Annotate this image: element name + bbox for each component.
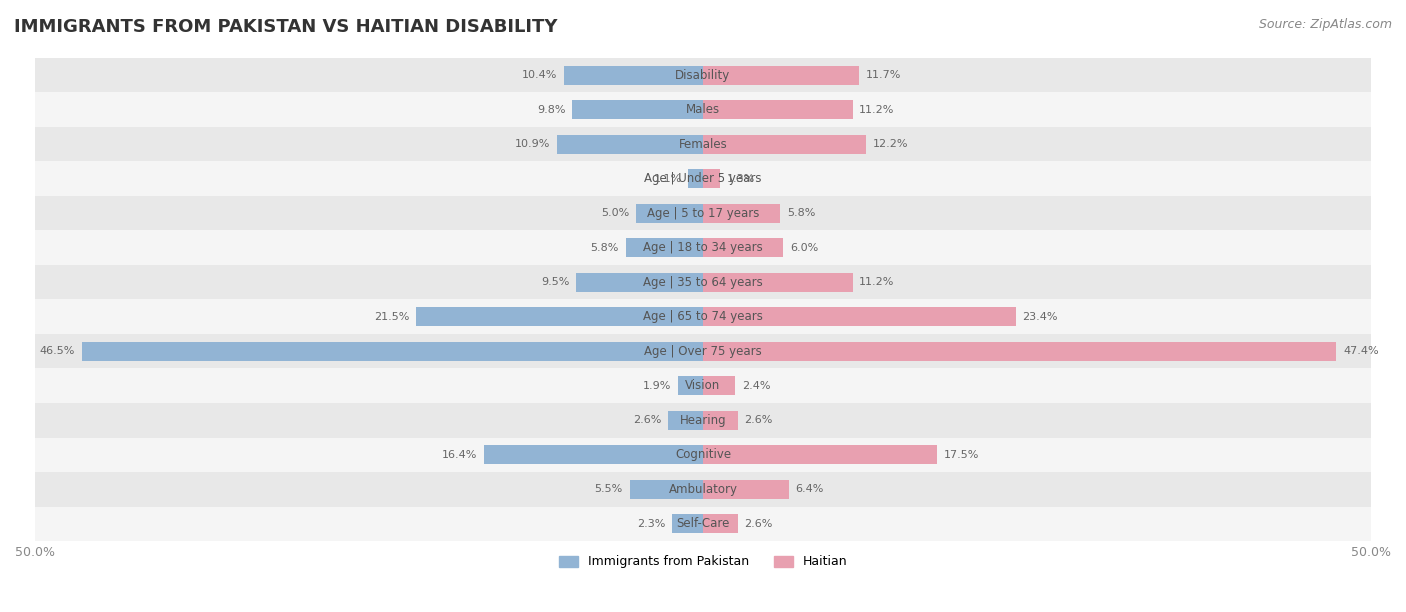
Bar: [703, 480, 789, 499]
Text: 5.8%: 5.8%: [787, 208, 815, 218]
Text: 5.5%: 5.5%: [595, 484, 623, 494]
Text: Self-Care: Self-Care: [676, 517, 730, 531]
Text: Age | Over 75 years: Age | Over 75 years: [644, 345, 762, 358]
Bar: [572, 100, 703, 119]
Bar: [35, 507, 1371, 541]
Bar: [689, 169, 703, 188]
Bar: [703, 273, 852, 292]
Text: 23.4%: 23.4%: [1022, 312, 1057, 322]
Bar: [35, 438, 1371, 472]
Text: 9.8%: 9.8%: [537, 105, 565, 114]
Text: Hearing: Hearing: [679, 414, 727, 427]
Bar: [630, 480, 703, 499]
Bar: [35, 403, 1371, 438]
Text: 10.9%: 10.9%: [516, 139, 551, 149]
Bar: [703, 204, 780, 223]
Text: 5.8%: 5.8%: [591, 243, 619, 253]
Text: Age | 5 to 17 years: Age | 5 to 17 years: [647, 207, 759, 220]
Text: 9.5%: 9.5%: [541, 277, 569, 287]
Text: Females: Females: [679, 138, 727, 151]
Text: 2.4%: 2.4%: [742, 381, 770, 390]
Bar: [703, 100, 852, 119]
Text: 11.2%: 11.2%: [859, 105, 894, 114]
Text: 2.3%: 2.3%: [637, 519, 665, 529]
Text: 6.4%: 6.4%: [796, 484, 824, 494]
Bar: [636, 204, 703, 223]
Text: Age | 18 to 34 years: Age | 18 to 34 years: [643, 241, 763, 254]
Text: Age | Under 5 years: Age | Under 5 years: [644, 172, 762, 185]
Bar: [703, 238, 783, 257]
Bar: [35, 231, 1371, 265]
Bar: [703, 446, 936, 465]
Bar: [35, 265, 1371, 299]
Bar: [35, 299, 1371, 334]
Bar: [703, 135, 866, 154]
Text: 2.6%: 2.6%: [744, 416, 773, 425]
Text: Source: ZipAtlas.com: Source: ZipAtlas.com: [1258, 18, 1392, 31]
Bar: [703, 514, 738, 533]
Bar: [672, 514, 703, 533]
Text: 2.6%: 2.6%: [744, 519, 773, 529]
Text: 2.6%: 2.6%: [633, 416, 662, 425]
Bar: [82, 341, 703, 360]
Text: Disability: Disability: [675, 69, 731, 81]
Text: Age | 65 to 74 years: Age | 65 to 74 years: [643, 310, 763, 323]
Text: 1.1%: 1.1%: [654, 174, 682, 184]
Bar: [626, 238, 703, 257]
Bar: [35, 162, 1371, 196]
Bar: [703, 65, 859, 84]
Text: 11.2%: 11.2%: [859, 277, 894, 287]
Bar: [35, 58, 1371, 92]
Bar: [564, 65, 703, 84]
Bar: [703, 307, 1015, 326]
Text: 12.2%: 12.2%: [873, 139, 908, 149]
Text: 47.4%: 47.4%: [1343, 346, 1378, 356]
Bar: [35, 92, 1371, 127]
Bar: [35, 368, 1371, 403]
Text: IMMIGRANTS FROM PAKISTAN VS HAITIAN DISABILITY: IMMIGRANTS FROM PAKISTAN VS HAITIAN DISA…: [14, 18, 558, 36]
Text: Age | 35 to 64 years: Age | 35 to 64 years: [643, 275, 763, 289]
Text: 46.5%: 46.5%: [39, 346, 75, 356]
Bar: [416, 307, 703, 326]
Bar: [35, 196, 1371, 231]
Bar: [576, 273, 703, 292]
Bar: [484, 446, 703, 465]
Bar: [678, 376, 703, 395]
Bar: [668, 411, 703, 430]
Bar: [557, 135, 703, 154]
Text: Males: Males: [686, 103, 720, 116]
Text: 17.5%: 17.5%: [943, 450, 979, 460]
Text: 10.4%: 10.4%: [522, 70, 557, 80]
Bar: [35, 334, 1371, 368]
Text: Ambulatory: Ambulatory: [668, 483, 738, 496]
Text: 6.0%: 6.0%: [790, 243, 818, 253]
Text: 11.7%: 11.7%: [866, 70, 901, 80]
Text: 21.5%: 21.5%: [374, 312, 409, 322]
Text: 5.0%: 5.0%: [602, 208, 630, 218]
Bar: [703, 411, 738, 430]
Bar: [35, 127, 1371, 162]
Bar: [703, 341, 1336, 360]
Text: Vision: Vision: [685, 379, 721, 392]
Bar: [703, 169, 720, 188]
Text: 1.9%: 1.9%: [643, 381, 671, 390]
Text: 1.3%: 1.3%: [727, 174, 755, 184]
Text: 16.4%: 16.4%: [441, 450, 477, 460]
Legend: Immigrants from Pakistan, Haitian: Immigrants from Pakistan, Haitian: [554, 550, 852, 573]
Bar: [35, 472, 1371, 507]
Bar: [703, 376, 735, 395]
Text: Cognitive: Cognitive: [675, 448, 731, 461]
